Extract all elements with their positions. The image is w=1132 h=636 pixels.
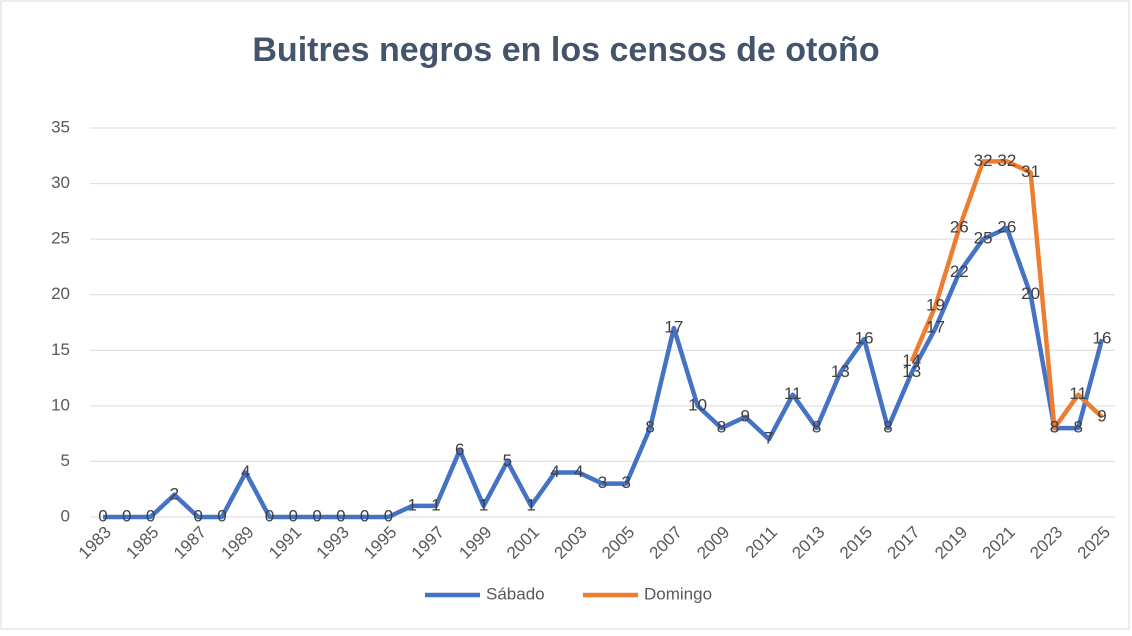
data-label: 0 — [289, 506, 298, 525]
data-label: 13 — [902, 362, 921, 381]
data-label: 22 — [950, 262, 969, 281]
data-label: 0 — [98, 506, 107, 525]
series-line — [103, 225, 1105, 520]
data-label: 11 — [784, 384, 802, 403]
data-label: 0 — [265, 506, 274, 525]
y-tick-label: 20 — [51, 284, 70, 303]
data-label: 3 — [598, 473, 607, 492]
data-label: 0 — [312, 506, 321, 525]
data-label: 3 — [622, 473, 631, 492]
y-tick-label: 5 — [61, 451, 70, 470]
data-label: 26 — [997, 218, 1016, 237]
data-label: 17 — [926, 318, 945, 337]
data-label: 0 — [122, 506, 131, 525]
data-label: 0 — [360, 506, 369, 525]
data-label: 1 — [479, 495, 488, 514]
data-label: 32 — [997, 151, 1016, 170]
data-label: 8 — [812, 418, 821, 437]
data-label: 2 — [170, 484, 179, 503]
data-label: 17 — [664, 318, 683, 337]
data-label: 1 — [407, 495, 416, 514]
data-label: 11 — [1069, 384, 1087, 403]
series-line — [909, 159, 1104, 431]
y-tick-label: 30 — [51, 173, 70, 192]
data-label: 6 — [455, 440, 464, 459]
data-label: 8 — [645, 418, 654, 437]
legend-label: Sábado — [486, 584, 545, 603]
data-label: 32 — [974, 151, 993, 170]
data-label: 8 — [717, 418, 726, 437]
data-label: 13 — [831, 362, 850, 381]
y-tick-label: 15 — [51, 340, 70, 359]
data-label: 26 — [950, 218, 969, 237]
y-tick-label: 35 — [51, 117, 70, 136]
data-label: 0 — [146, 506, 155, 525]
data-label: 16 — [855, 329, 874, 348]
data-label: 9 — [740, 406, 749, 425]
data-label: 4 — [241, 462, 250, 481]
data-label: 0 — [217, 506, 226, 525]
data-label: 8 — [1050, 418, 1059, 437]
y-tick-label: 25 — [51, 229, 70, 248]
data-label: 4 — [550, 462, 559, 481]
data-label: 0 — [336, 506, 345, 525]
data-label: 5 — [503, 451, 512, 470]
data-label: 19 — [926, 295, 945, 314]
data-label: 0 — [193, 506, 202, 525]
data-label: 14 — [902, 351, 921, 370]
data-label: 20 — [1021, 284, 1040, 303]
data-label: 31 — [1021, 162, 1040, 181]
data-label: 4 — [574, 462, 583, 481]
data-label: 25 — [974, 229, 993, 248]
legend-label: Domingo — [644, 584, 712, 603]
data-label: 16 — [1093, 329, 1112, 348]
data-label: 1 — [526, 495, 535, 514]
y-tick-label: 0 — [61, 506, 70, 525]
data-label: 0 — [384, 506, 393, 525]
data-label: 8 — [883, 418, 892, 437]
data-label: 9 — [1097, 406, 1106, 425]
data-label: 8 — [1050, 418, 1059, 437]
data-label: 1 — [431, 495, 440, 514]
data-label: 10 — [688, 395, 707, 414]
y-tick-label: 10 — [51, 395, 70, 414]
data-label: 8 — [1073, 418, 1082, 437]
data-label: 7 — [764, 429, 773, 448]
chart-title: Buitres negros en los censos de otoño — [252, 31, 879, 69]
